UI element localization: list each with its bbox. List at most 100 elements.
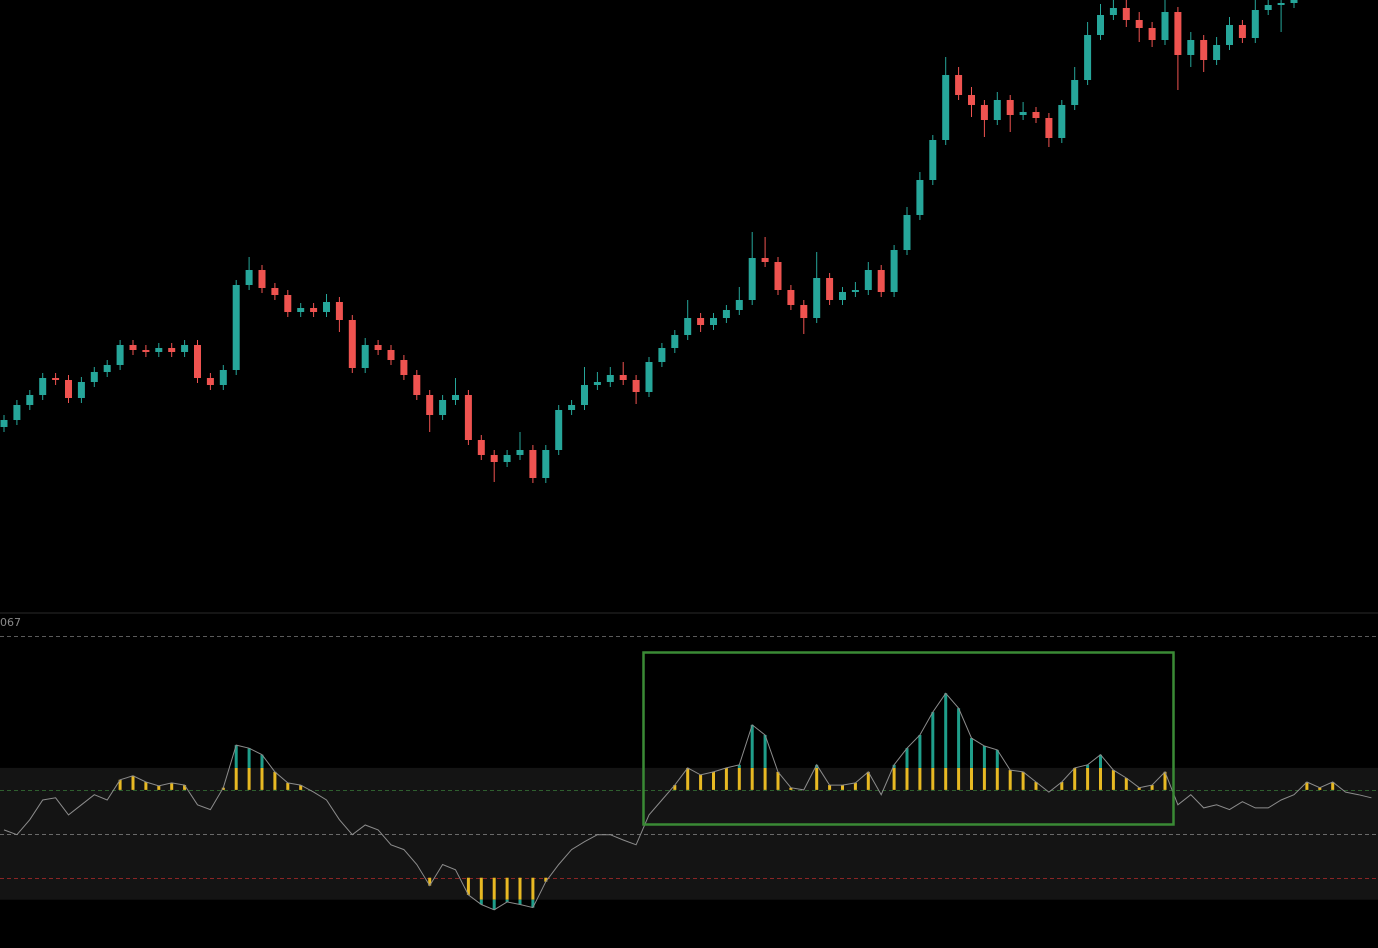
- candle-body: [168, 348, 176, 352]
- histogram-bar: [931, 712, 935, 768]
- candle-body: [968, 95, 975, 105]
- histogram-bar: [815, 764, 819, 768]
- indicator-line: [3, 692, 1372, 911]
- candle-body: [593, 382, 601, 385]
- histogram-bar: [776, 771, 780, 790]
- candle-body: [1006, 100, 1014, 115]
- candle-body: [1238, 25, 1246, 38]
- candle-body: [1148, 28, 1156, 40]
- candle-body: [387, 350, 395, 360]
- candle-body: [439, 400, 447, 415]
- candle-body: [529, 450, 537, 478]
- histogram-bar: [466, 877, 470, 895]
- histogram-bar: [970, 767, 973, 790]
- histogram-bar: [1086, 764, 1090, 768]
- histogram-bar: [544, 877, 548, 882]
- histogram-bar: [828, 785, 832, 790]
- histogram-bar: [686, 767, 690, 790]
- histogram-bar: [531, 877, 535, 900]
- candle-body: [1058, 105, 1066, 138]
- histogram-bar: [183, 785, 187, 790]
- histogram-bar: [892, 767, 896, 790]
- histogram-bar: [789, 787, 793, 790]
- histogram-bar: [1331, 781, 1335, 790]
- histogram-bar: [299, 785, 303, 790]
- histogram-bar: [247, 767, 251, 790]
- candle-body: [748, 258, 756, 300]
- histogram-bar: [673, 785, 677, 790]
- candle-body: [568, 405, 576, 410]
- candle-body: [697, 318, 705, 325]
- candle-body: [1109, 8, 1117, 15]
- candle-body: [245, 270, 253, 285]
- histogram-bar: [918, 767, 922, 790]
- candle-body: [452, 395, 459, 400]
- histogram-bar: [492, 899, 496, 910]
- histogram-bar: [853, 782, 857, 790]
- candle-body: [916, 180, 924, 215]
- histogram-bar: [763, 734, 767, 768]
- candle-body: [542, 450, 550, 478]
- candle-body: [735, 300, 743, 310]
- candle-body: [761, 258, 769, 262]
- histogram-bar: [234, 745, 238, 768]
- candle-body: [477, 440, 485, 455]
- histogram-bar: [995, 767, 999, 790]
- candle-body: [194, 345, 201, 378]
- candle-body: [1264, 5, 1272, 10]
- histogram-bar: [273, 771, 277, 790]
- histogram-bar: [505, 877, 509, 900]
- histogram-bar: [1137, 787, 1141, 790]
- histogram-bar: [157, 785, 161, 790]
- candle-body: [800, 305, 808, 318]
- histogram-bar: [505, 899, 509, 902]
- histogram-bar: [866, 771, 870, 790]
- candle-body: [181, 345, 189, 352]
- highlight-box: [642, 651, 1175, 826]
- candle-body: [348, 320, 356, 368]
- histogram-bar: [260, 754, 264, 768]
- candle-body: [503, 455, 511, 462]
- candle-body: [258, 270, 266, 288]
- candle-body: [980, 105, 988, 120]
- histogram-bar: [712, 771, 715, 790]
- candle-body: [1213, 45, 1221, 60]
- candle-body: [877, 270, 885, 292]
- candle-body: [606, 375, 614, 382]
- candle-body: [52, 378, 60, 380]
- histogram-bar: [518, 899, 522, 905]
- candle-body: [271, 288, 279, 295]
- candle-body: [129, 345, 137, 350]
- candle-body: [1071, 80, 1079, 105]
- candle-body: [77, 382, 85, 398]
- histogram-bar: [1021, 771, 1025, 790]
- price-pane: [0, 0, 1298, 483]
- candle-body: [374, 345, 382, 350]
- histogram-bar: [750, 724, 754, 768]
- histogram-bar: [247, 748, 251, 768]
- candle-body: [1290, 0, 1298, 3]
- histogram-bar: [1073, 767, 1077, 790]
- candle-body: [942, 75, 950, 140]
- candle-body: [1032, 112, 1040, 118]
- candle-body: [1045, 118, 1053, 138]
- histogram-bar: [170, 782, 174, 790]
- histogram-bar: [1086, 767, 1090, 790]
- candle-body: [1251, 10, 1259, 38]
- candle-body: [323, 302, 330, 312]
- candle-body: [1226, 25, 1233, 45]
- candle-body: [671, 335, 679, 348]
- histogram-bar: [905, 767, 909, 790]
- candle-body: [722, 310, 730, 318]
- candle-body: [297, 308, 305, 312]
- candle-body: [890, 250, 898, 292]
- candle-body: [142, 350, 150, 352]
- histogram-bar: [492, 877, 496, 900]
- candle-body: [310, 308, 318, 312]
- candle-body: [1097, 15, 1104, 35]
- candle-body: [1122, 8, 1130, 20]
- histogram-bar: [1111, 770, 1115, 790]
- candle-body: [645, 362, 653, 392]
- candle-body: [955, 75, 963, 95]
